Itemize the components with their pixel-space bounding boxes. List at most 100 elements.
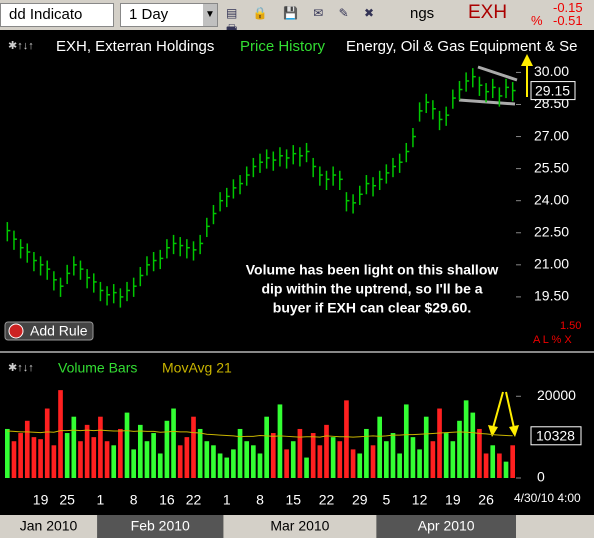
legend-volume: Volume Bars [58,360,137,376]
x-tick-label: 19 [33,492,49,508]
volume-bar [71,416,77,478]
volume-bar [104,441,110,478]
volume-bar [304,457,309,478]
volume-bar [38,439,43,478]
volume-bar [118,428,123,478]
volume-bar [457,420,462,478]
y-tick-label: 22.50 [534,223,569,239]
indicator-button-label: dd Indicato [9,6,83,23]
volume-arrow-left-head [488,425,498,437]
volume-bar [197,428,203,478]
volume-bar [171,408,176,478]
ma-line [7,429,513,438]
volume-bar [257,453,263,478]
volume-bar [177,445,183,478]
volume-bar [297,428,303,478]
volume-bar [410,437,416,478]
arrows-icon-lower: ✱↑↓↑ [8,362,34,374]
volume-arrow-right-head [509,425,519,437]
scale-note: 1.50 [560,320,581,332]
volume-bar [344,400,349,478]
x-tick-label: 29 [352,492,368,508]
volume-arrow-right [505,391,515,429]
volume-bar [377,416,383,478]
volume-bar [24,420,30,478]
annotation: buyer if EXH can clear $29.60. [273,300,471,316]
interval-select[interactable]: 1 Day ▼ [120,3,218,27]
chart-subtitle: Price History [240,38,326,55]
y-tick-label: 24.00 [534,191,569,207]
volume-bar [231,449,236,478]
volume-bar [44,408,50,478]
y-tick-label: 25.50 [534,159,569,175]
toolbar-icons[interactable]: ▤ 🔒 💾 ✉ ✎ ✖ 🖶 [226,6,381,36]
volume-bar [84,424,90,478]
volume-bar [477,428,482,478]
volume-bar [437,408,442,478]
volume-bar [98,416,103,478]
ma-box [530,426,582,446]
volume-bar [11,441,17,478]
volume-bar [251,445,256,478]
volume-bar [124,412,130,478]
volume-bar [277,404,283,478]
indicator-button[interactable]: dd Indicato [0,3,114,27]
toolbar: dd Indicato 1 Day ▼ ▤ 🔒 💾 ✉ ✎ ✖ 🖶 ngs EXH… [0,0,594,36]
dropdown-arrow: ▼ [203,4,217,26]
y-tick-label: 21.00 [534,256,569,272]
menu-text[interactable]: ngs [410,5,435,22]
volume-bar [151,433,156,478]
add-rule-button[interactable] [4,321,94,341]
volume-bar [164,420,170,478]
volume-bar [357,453,363,478]
volume-bar [483,453,489,478]
volume-bar [430,441,436,478]
volume-bar [423,416,429,478]
y-tick-label: 0 [537,469,545,485]
volume-bar [510,445,516,478]
breakout-arrow-head [521,54,533,66]
x-tick-label: 1 [223,492,231,508]
volume-bar [417,449,422,478]
volume-bar [91,437,97,478]
volume-bar [490,445,496,478]
volume-bar [237,428,243,478]
month-band [97,515,224,538]
y-tick-label: 27.00 [534,127,569,143]
pct-sign: % [531,13,543,28]
month-label: Apr 2010 [418,518,475,534]
x-tick-label: 1 [97,492,105,508]
month-label: Jan 2010 [20,518,78,534]
volume-bar [144,441,150,478]
volume-bar [64,433,70,478]
y-tick-label: 20000 [537,387,576,403]
volume-bar [270,433,276,478]
x-tick-label: 25 [59,492,75,508]
volume-bar [31,437,37,478]
add-rule-icon [8,323,24,339]
change: -0.15 [553,0,583,15]
x-tick-label: 5 [382,492,390,508]
volume-bar [184,437,190,478]
x-tick-label: 26 [478,492,494,508]
volume-bar [18,433,23,478]
volume-bar [4,428,10,478]
flag-upper-line [477,65,518,82]
x-tick-label: 12 [412,492,428,508]
alert-icons[interactable]: A L % X [533,334,572,346]
last-price: 29.15 [535,82,570,98]
volume-bar [450,441,456,478]
volume-bar [443,433,449,478]
x-tick-label: 15 [285,492,301,508]
legend-ma: MovAvg 21 [162,360,232,376]
x-tick-label: 8 [256,492,264,508]
volume-bar [111,445,117,478]
y-tick-label: 19.50 [534,288,569,304]
volume-bar [284,449,289,478]
volume-bar [217,453,223,478]
arrows-icon: ✱↑↓↑ [8,40,34,52]
volume-bar [403,404,409,478]
chart-title: EXH, Exterran Holdings [56,38,214,55]
interval-label: 1 Day [129,6,169,23]
